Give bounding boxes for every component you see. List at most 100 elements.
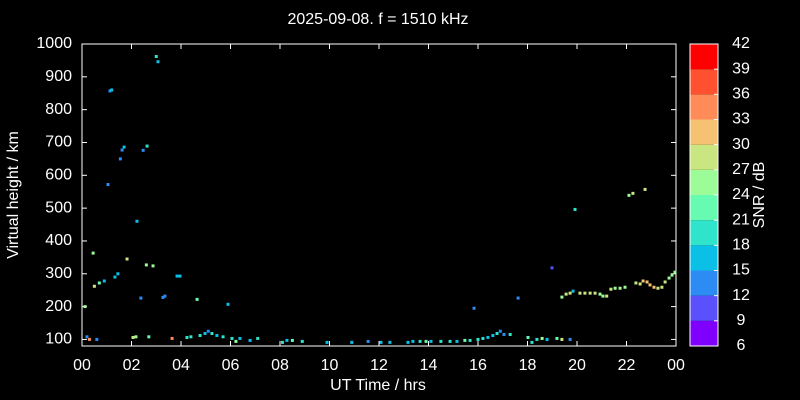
point bbox=[280, 340, 284, 344]
colorbar-tick-label: 9 bbox=[737, 312, 746, 329]
point bbox=[178, 274, 182, 278]
point bbox=[163, 294, 167, 298]
point bbox=[598, 292, 602, 296]
point bbox=[670, 273, 674, 277]
colorbar-tick-label: 12 bbox=[732, 287, 750, 304]
point bbox=[248, 338, 252, 342]
colorbar-tick-label: 18 bbox=[732, 237, 750, 254]
colorbar-tick-label: 15 bbox=[732, 262, 750, 279]
point bbox=[472, 306, 476, 310]
point bbox=[648, 283, 652, 287]
point bbox=[550, 266, 554, 270]
y-tick-label: 900 bbox=[45, 68, 72, 85]
point bbox=[134, 335, 138, 339]
chart-title: 2025-09-08. f = 1510 kHz bbox=[287, 11, 468, 28]
point bbox=[95, 337, 99, 341]
point bbox=[526, 335, 530, 339]
point bbox=[660, 285, 664, 289]
x-tick-label: 00 bbox=[667, 357, 685, 374]
point bbox=[97, 281, 101, 285]
point bbox=[455, 339, 459, 343]
colorbar-band bbox=[690, 295, 718, 321]
point bbox=[151, 264, 155, 268]
point bbox=[618, 286, 622, 290]
colorbar-tick-label: 21 bbox=[732, 211, 750, 228]
point bbox=[593, 291, 597, 295]
point bbox=[568, 291, 572, 295]
y-tick-label: 300 bbox=[45, 265, 72, 282]
x-tick-label: 20 bbox=[568, 357, 586, 374]
point bbox=[588, 291, 592, 295]
point bbox=[185, 335, 189, 339]
point bbox=[388, 340, 392, 344]
point bbox=[139, 296, 143, 300]
point bbox=[424, 339, 428, 343]
point bbox=[555, 336, 559, 340]
x-tick-label: 22 bbox=[618, 357, 636, 374]
y-tick-label: 700 bbox=[45, 134, 72, 151]
point bbox=[83, 305, 87, 309]
point bbox=[613, 286, 617, 290]
y-axis-label: Virtual height / km bbox=[5, 131, 22, 259]
point bbox=[641, 279, 645, 283]
colorbar-tick-label: 27 bbox=[732, 161, 750, 178]
point bbox=[325, 340, 329, 344]
point bbox=[573, 207, 577, 211]
point bbox=[495, 332, 499, 336]
point bbox=[545, 337, 549, 341]
colorbar-band bbox=[690, 69, 718, 95]
point bbox=[609, 287, 613, 291]
x-tick-label: 00 bbox=[73, 357, 91, 374]
point bbox=[118, 157, 122, 161]
point bbox=[106, 182, 110, 186]
colorbar-band bbox=[690, 220, 718, 246]
point bbox=[110, 88, 114, 92]
point bbox=[468, 338, 472, 342]
point bbox=[508, 333, 512, 337]
point bbox=[439, 339, 443, 343]
point bbox=[652, 285, 656, 289]
y-tick-label: 800 bbox=[45, 101, 72, 118]
point bbox=[663, 280, 667, 284]
colorbar-band bbox=[690, 245, 718, 271]
point bbox=[502, 333, 506, 337]
colorbar-tick-label: 42 bbox=[732, 35, 750, 52]
point bbox=[108, 89, 112, 93]
point bbox=[147, 335, 151, 339]
point bbox=[560, 295, 564, 299]
point bbox=[667, 276, 671, 280]
point bbox=[583, 291, 587, 295]
point bbox=[578, 291, 582, 295]
point bbox=[406, 340, 410, 344]
point bbox=[116, 272, 120, 276]
x-tick-label: 18 bbox=[519, 357, 537, 374]
point bbox=[131, 335, 135, 339]
colorbar-band bbox=[690, 119, 718, 145]
point bbox=[156, 60, 160, 64]
colorbar-tick-label: 30 bbox=[732, 136, 750, 153]
colorbar-band bbox=[690, 144, 718, 170]
point bbox=[221, 335, 225, 339]
colorbar-band bbox=[690, 44, 718, 70]
point bbox=[290, 338, 294, 342]
point bbox=[564, 292, 568, 296]
y-tick-label: 400 bbox=[45, 232, 72, 249]
point bbox=[601, 294, 605, 298]
point bbox=[203, 332, 207, 336]
point bbox=[113, 275, 117, 279]
point bbox=[411, 339, 415, 343]
colorbar-tick-label: 33 bbox=[732, 111, 750, 128]
point bbox=[285, 338, 289, 342]
point bbox=[230, 336, 234, 340]
point bbox=[85, 335, 89, 339]
y-tick-label: 200 bbox=[45, 298, 72, 315]
x-tick-label: 04 bbox=[172, 357, 190, 374]
point bbox=[656, 286, 660, 290]
x-tick-label: 12 bbox=[370, 357, 388, 374]
point bbox=[87, 337, 91, 341]
point bbox=[175, 274, 179, 278]
point bbox=[256, 336, 260, 340]
point bbox=[568, 337, 572, 341]
colorbar-tick-label: 24 bbox=[732, 186, 750, 203]
x-tick-label: 10 bbox=[321, 357, 339, 374]
